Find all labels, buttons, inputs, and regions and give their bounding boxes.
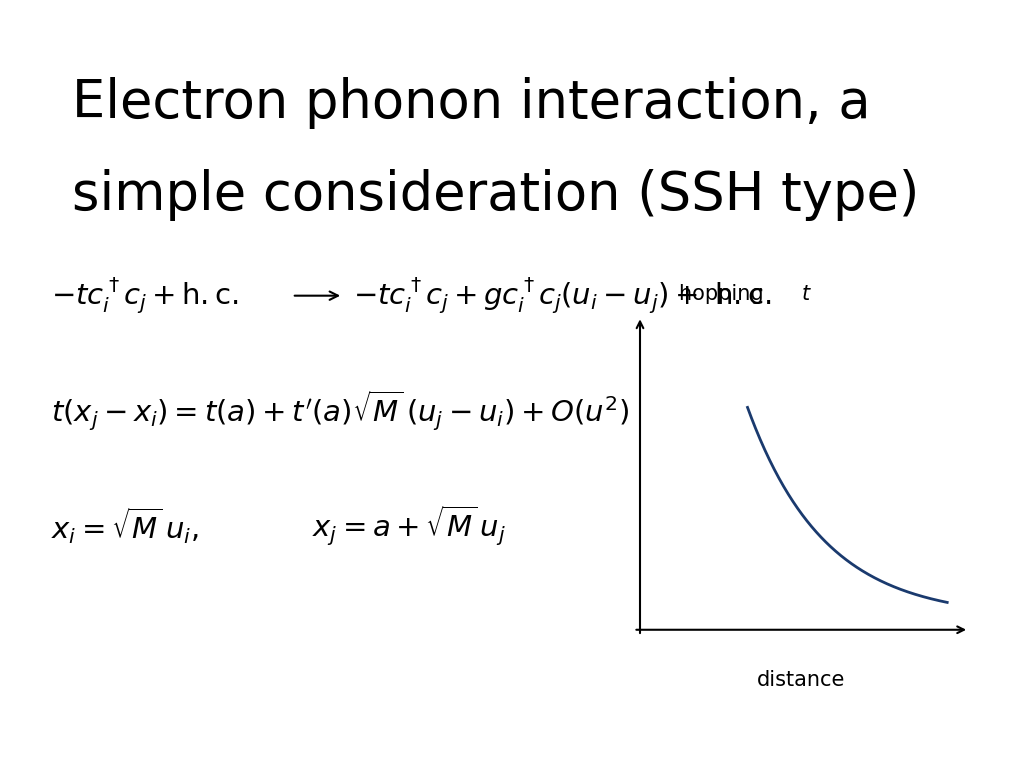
Text: $t$: $t$ <box>801 284 812 304</box>
Text: hopping: hopping <box>679 284 770 304</box>
Text: $-tc_i^\dagger c_j + gc_i^\dagger c_j(u_i - u_j) +\ \mathrm{h.c.}$: $-tc_i^\dagger c_j + gc_i^\dagger c_j(u_… <box>353 276 772 316</box>
Text: $x_j = a + \sqrt{M}\, u_j$: $x_j = a + \sqrt{M}\, u_j$ <box>312 504 506 548</box>
Text: Electron phonon interaction, a: Electron phonon interaction, a <box>72 77 870 129</box>
Text: $t(x_j - x_i) = t(a) + t'(a)\sqrt{M}\,(u_j - u_i) + O(u^2)$: $t(x_j - x_i) = t(a) + t'(a)\sqrt{M}\,(u… <box>51 389 629 433</box>
Text: $x_i = \sqrt{M}\, u_i,$: $x_i = \sqrt{M}\, u_i,$ <box>51 506 199 546</box>
Text: $-tc_i^\dagger c_j + \mathrm{h.c.}$: $-tc_i^\dagger c_j + \mathrm{h.c.}$ <box>51 276 239 316</box>
Text: distance: distance <box>757 670 846 690</box>
Text: simple consideration (SSH type): simple consideration (SSH type) <box>72 169 920 221</box>
